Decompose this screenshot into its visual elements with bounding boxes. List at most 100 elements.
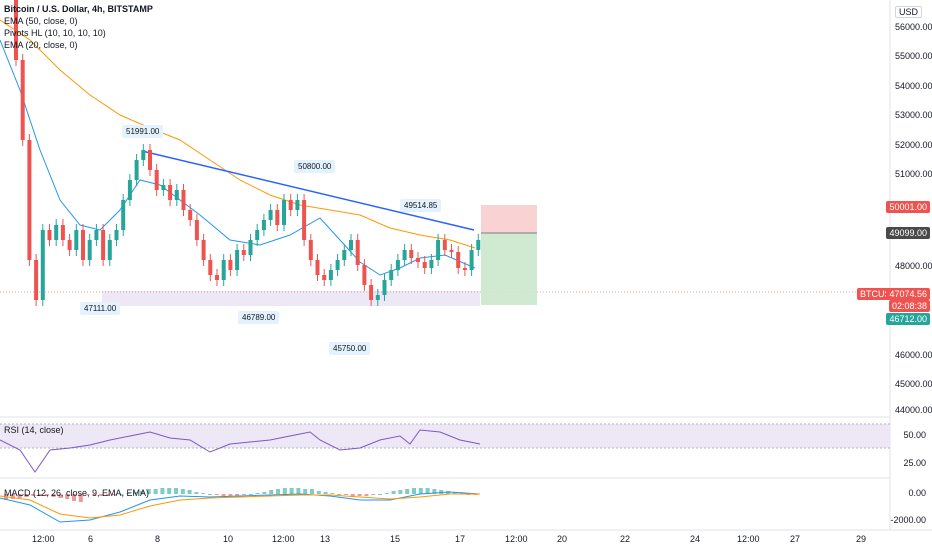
candle — [40, 230, 45, 300]
indicator-pivots[interactable]: Pivots HL (10, 10, 10, 10) — [4, 28, 106, 38]
macd-bar — [78, 494, 83, 502]
candle — [54, 225, 59, 240]
candle — [355, 240, 360, 265]
macd-bar — [214, 494, 219, 495]
pivot-label: 49514.85 — [400, 199, 442, 212]
candle — [462, 268, 467, 270]
macd-bar — [174, 488, 178, 494]
macd-bar — [92, 494, 97, 496]
chart-legend: Bitcoin / U.S. Dollar, 4h, BITSTAMP EMA … — [4, 3, 153, 51]
macd-bar — [126, 493, 131, 494]
macd-bar — [384, 493, 389, 494]
macd-bar — [398, 490, 403, 494]
time-axis-label: 29 — [856, 534, 867, 544]
macd-bar — [58, 494, 63, 498]
currency-label[interactable]: USD — [894, 6, 922, 18]
indicator-ema20[interactable]: EMA (20, close, 0) — [4, 40, 78, 50]
macd-bar — [276, 489, 280, 494]
macd-bar — [344, 494, 348, 495]
candle — [161, 185, 166, 190]
macd-bar — [452, 492, 457, 494]
time-axis-label: 12:00 — [505, 534, 528, 544]
macd-bar — [119, 494, 124, 495]
price-axis-label: 56000.00 — [895, 22, 932, 32]
macd-bar — [330, 493, 335, 494]
time-axis-label: 12:00 — [32, 534, 55, 544]
macd-bar — [194, 492, 199, 494]
macd-bar — [106, 494, 110, 496]
time-axis-label: 20 — [557, 534, 568, 544]
candle — [248, 240, 253, 255]
indicator-ema50[interactable]: EMA (50, close, 0) — [4, 16, 78, 26]
position-target-zone[interactable] — [481, 233, 537, 305]
candle — [60, 225, 65, 240]
trendline[interactable] — [141, 150, 475, 231]
macd-bar — [289, 488, 294, 494]
macd-bar — [378, 494, 382, 495]
pivot-label: 50800.00 — [294, 160, 336, 173]
candle — [282, 200, 286, 225]
macd-bar — [405, 489, 410, 494]
macd-bar — [99, 494, 104, 496]
candles — [14, 0, 481, 306]
price-axis-label: 44000.00 — [895, 405, 932, 415]
candle — [168, 185, 173, 200]
candle — [436, 240, 441, 260]
macd-bar — [248, 494, 253, 495]
macd-bar — [391, 491, 396, 494]
time-axis-label: 10 — [223, 534, 234, 544]
candle — [402, 250, 407, 260]
candle — [449, 250, 454, 252]
rsi-level-50: 50.00 — [903, 430, 926, 440]
candle — [255, 230, 260, 240]
candle — [382, 280, 387, 295]
price-axis-label: 54000.00 — [895, 81, 932, 91]
candle — [201, 240, 206, 260]
time-axis-label: 24 — [690, 534, 701, 544]
macd-bar — [112, 494, 117, 495]
candle — [188, 210, 193, 220]
macd-bar — [208, 494, 212, 495]
macd-bar — [51, 494, 56, 497]
candle — [107, 240, 112, 260]
macd-bar — [17, 494, 22, 498]
macd-bar — [235, 494, 240, 496]
candle — [215, 275, 219, 280]
price-axis-label: 55000.00 — [895, 51, 932, 61]
time-axis-label: 8 — [155, 534, 161, 544]
candle — [74, 230, 79, 250]
candle — [34, 260, 39, 300]
candle — [288, 200, 293, 210]
macd-bar — [323, 492, 328, 494]
macd-bar — [85, 494, 90, 495]
candle — [141, 150, 146, 160]
time-axis-label: 12:00 — [737, 534, 760, 544]
time-axis-label: 22 — [620, 534, 631, 544]
ema20-line — [0, 39, 476, 276]
target-price-tag: 46712.00 — [886, 313, 930, 325]
candle — [349, 240, 353, 250]
macd-bar — [187, 490, 192, 494]
candle — [114, 230, 119, 240]
candle — [389, 270, 394, 280]
candle — [342, 250, 347, 260]
macd-bar — [316, 491, 321, 494]
position-stop-zone[interactable] — [481, 205, 537, 233]
macd-bar — [255, 493, 260, 494]
candle — [134, 160, 139, 180]
macd-label[interactable]: MACD (12, 26, close, 9, EMA, EMA) — [4, 488, 150, 498]
macd-bar — [201, 493, 206, 494]
candle — [322, 275, 327, 280]
macd-bar — [31, 494, 36, 496]
candle — [81, 230, 85, 260]
macd-bar — [167, 488, 172, 494]
support-zone[interactable] — [102, 291, 480, 306]
symbol-title[interactable]: Bitcoin / U.S. Dollar, 4h, BITSTAMP — [4, 4, 153, 14]
price-axis-label: 45000.00 — [895, 379, 932, 389]
candle — [94, 230, 99, 240]
candle — [395, 260, 400, 270]
rsi-label[interactable]: RSI (14, close) — [4, 425, 64, 435]
pivot-label: 51991.00 — [122, 125, 164, 138]
